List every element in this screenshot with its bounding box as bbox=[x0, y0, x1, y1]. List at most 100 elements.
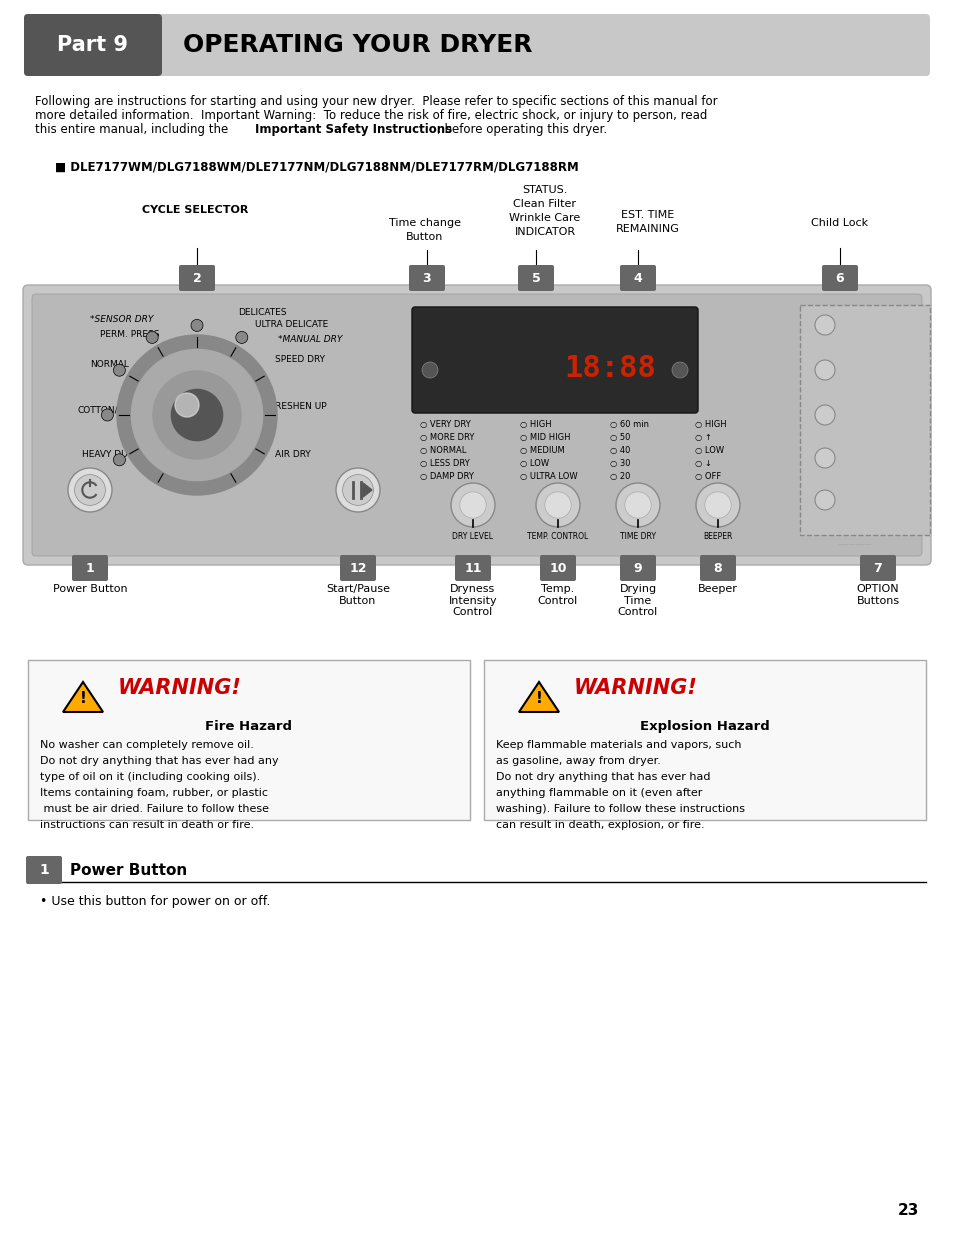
Text: Drying
Time
Control: Drying Time Control bbox=[618, 584, 658, 618]
Text: ○ LOW: ○ LOW bbox=[519, 459, 549, 469]
Text: PERM. PRESS: PERM. PRESS bbox=[100, 329, 159, 339]
Text: Do not dry anything that has ever had: Do not dry anything that has ever had bbox=[496, 772, 710, 782]
Circle shape bbox=[146, 332, 158, 343]
FancyBboxPatch shape bbox=[409, 265, 444, 291]
Text: CUSTOM
PROGRAM: CUSTOM PROGRAM bbox=[840, 316, 878, 334]
Circle shape bbox=[235, 332, 248, 343]
Circle shape bbox=[814, 360, 834, 380]
Text: CYCLE SELECTOR: CYCLE SELECTOR bbox=[142, 205, 248, 215]
FancyBboxPatch shape bbox=[24, 14, 162, 76]
Circle shape bbox=[335, 469, 379, 512]
Text: as gasoline, away from dryer.: as gasoline, away from dryer. bbox=[496, 756, 660, 766]
Text: anything flammable on it (even after: anything flammable on it (even after bbox=[496, 788, 701, 798]
Text: WARNING!: WARNING! bbox=[118, 677, 242, 699]
Circle shape bbox=[152, 370, 241, 459]
Text: ○ HIGH: ○ HIGH bbox=[695, 420, 726, 429]
Text: ○ 40: ○ 40 bbox=[609, 446, 630, 455]
Text: DELICATES: DELICATES bbox=[237, 308, 286, 317]
Text: DRY: DRY bbox=[459, 363, 470, 368]
FancyBboxPatch shape bbox=[24, 14, 929, 76]
Text: type of oil on it (including cooking oils).: type of oil on it (including cooking oil… bbox=[40, 772, 260, 782]
Circle shape bbox=[671, 362, 687, 378]
Text: Start/Pause
Button: Start/Pause Button bbox=[326, 584, 390, 605]
Text: ○ VERY DRY: ○ VERY DRY bbox=[419, 420, 470, 429]
Text: Temp.
Control: Temp. Control bbox=[537, 584, 578, 605]
Text: ○ 30: ○ 30 bbox=[609, 459, 630, 469]
Circle shape bbox=[624, 492, 651, 518]
Text: COOL: COOL bbox=[478, 363, 494, 368]
Circle shape bbox=[814, 490, 834, 510]
Text: MORE
TIME: MORE TIME bbox=[419, 338, 439, 352]
Text: 11: 11 bbox=[464, 562, 481, 574]
Text: • Use this button for power on or off.: • Use this button for power on or off. bbox=[40, 895, 270, 907]
Text: must be air dried. Failure to follow these: must be air dried. Failure to follow the… bbox=[40, 804, 269, 814]
Text: ○ LOW: ○ LOW bbox=[695, 446, 723, 455]
Text: OPTION
Buttons: OPTION Buttons bbox=[856, 584, 899, 605]
Text: ○ MEDIUM: ○ MEDIUM bbox=[519, 446, 564, 455]
Text: ○ MID HIGH: ○ MID HIGH bbox=[519, 433, 570, 443]
Circle shape bbox=[101, 409, 113, 421]
Text: ○ 50: ○ 50 bbox=[609, 433, 630, 443]
Text: ANTI
BACTERIAL: ANTI BACTERIAL bbox=[840, 449, 882, 467]
Circle shape bbox=[191, 319, 203, 332]
Polygon shape bbox=[518, 682, 558, 712]
Text: 1: 1 bbox=[39, 863, 49, 878]
Text: TEMP. CONTROL: TEMP. CONTROL bbox=[527, 532, 588, 541]
Text: DAMP DRY
BEEP: DAMP DRY BEEP bbox=[840, 490, 879, 510]
Circle shape bbox=[814, 405, 834, 425]
Polygon shape bbox=[63, 682, 103, 712]
Text: Button: Button bbox=[406, 232, 443, 242]
Circle shape bbox=[172, 389, 222, 440]
Text: Keep flammable materials and vapors, such: Keep flammable materials and vapors, suc… bbox=[496, 740, 740, 750]
Text: ···················: ··················· bbox=[838, 542, 871, 547]
Text: ULTRA DELICATE: ULTRA DELICATE bbox=[254, 319, 328, 329]
Text: 9: 9 bbox=[633, 562, 641, 574]
FancyBboxPatch shape bbox=[859, 556, 895, 580]
Bar bbox=[28, 660, 470, 820]
Text: Child Lock: Child Lock bbox=[811, 218, 867, 227]
Text: Do not dry anything that has ever had any: Do not dry anything that has ever had an… bbox=[40, 756, 278, 766]
Circle shape bbox=[174, 393, 199, 416]
Text: LESS
TIME: LESS TIME bbox=[671, 338, 688, 352]
Text: 18:88: 18:88 bbox=[563, 353, 656, 383]
Text: *MANUAL DRY: *MANUAL DRY bbox=[277, 336, 342, 344]
Text: EST.TIME REMAINING: EST.TIME REMAINING bbox=[573, 324, 646, 331]
Text: *SENSOR DRY: *SENSOR DRY bbox=[90, 314, 153, 324]
Circle shape bbox=[544, 492, 571, 518]
Circle shape bbox=[536, 484, 579, 527]
Text: TIME DRY: TIME DRY bbox=[619, 532, 656, 541]
FancyBboxPatch shape bbox=[700, 556, 735, 580]
Text: No washer can completely remove oil.: No washer can completely remove oil. bbox=[40, 740, 253, 750]
Text: Part 9: Part 9 bbox=[57, 35, 129, 55]
Circle shape bbox=[68, 469, 112, 512]
Text: COTTON/TOWELS: COTTON/TOWELS bbox=[78, 405, 156, 414]
FancyBboxPatch shape bbox=[32, 295, 921, 556]
Text: Power Button: Power Button bbox=[70, 863, 187, 878]
FancyBboxPatch shape bbox=[23, 285, 930, 566]
Text: ○ DAMP DRY: ○ DAMP DRY bbox=[419, 472, 474, 481]
Text: ○ NORMAL: ○ NORMAL bbox=[419, 446, 466, 455]
Text: Explosion Hazard: Explosion Hazard bbox=[639, 720, 769, 733]
Text: Fire Hazard: Fire Hazard bbox=[205, 720, 293, 733]
Text: Beeper: Beeper bbox=[698, 584, 738, 594]
Circle shape bbox=[342, 475, 373, 506]
Text: 1: 1 bbox=[86, 562, 94, 574]
Text: OPERATING YOUR DRYER: OPERATING YOUR DRYER bbox=[183, 34, 532, 57]
Text: Following are instructions for starting and using your new dryer.  Please refer : Following are instructions for starting … bbox=[35, 94, 717, 108]
Text: 23: 23 bbox=[897, 1203, 918, 1218]
Text: REMAINING: REMAINING bbox=[616, 224, 679, 234]
Text: 6: 6 bbox=[835, 271, 843, 285]
Text: BEEPER: BEEPER bbox=[702, 532, 732, 541]
Text: FRESHEN UP: FRESHEN UP bbox=[270, 401, 326, 411]
Text: Time change: Time change bbox=[389, 218, 460, 227]
Text: ○ ↑: ○ ↑ bbox=[695, 433, 711, 443]
Text: DRY LEVEL: DRY LEVEL bbox=[452, 532, 493, 541]
FancyBboxPatch shape bbox=[821, 265, 857, 291]
Circle shape bbox=[814, 314, 834, 336]
Text: Power Button: Power Button bbox=[52, 584, 127, 594]
Text: 2: 2 bbox=[193, 271, 201, 285]
Text: 3: 3 bbox=[422, 271, 431, 285]
Text: WRINKLE
CARE: WRINKLE CARE bbox=[497, 359, 521, 370]
Text: instructions can result in death or fire.: instructions can result in death or fire… bbox=[40, 820, 253, 830]
Text: INDICATOR: INDICATOR bbox=[514, 227, 575, 237]
